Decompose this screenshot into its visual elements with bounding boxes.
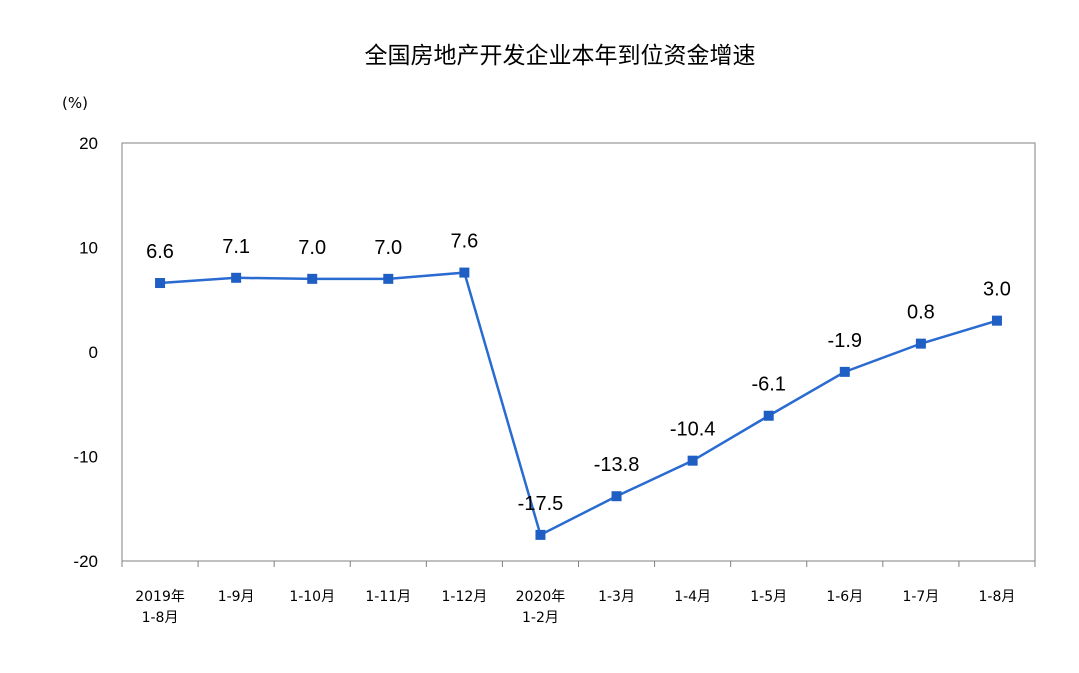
y-tick-label: 0 (89, 343, 98, 362)
x-axis-ticks (121, 561, 1036, 567)
x-axis-tick-labels: 2019年 1-8月 1-9月 1-10月 1-11月 1-12月 2020年 1-2月 1-3… (135, 589, 1015, 626)
x-tick-label-line: 1-10月 (289, 589, 335, 605)
y-tick-label: 10 (79, 239, 98, 258)
data-point-marker (611, 491, 622, 502)
x-tick-label: 1-10月 (289, 589, 335, 605)
x-tick-label-line: 1-2月 (522, 610, 559, 626)
data-label: 7.6 (450, 231, 478, 253)
data-point-marker (687, 455, 698, 466)
data-label: 6.6 (146, 241, 174, 263)
x-tick-label-line: 1-5月 (750, 589, 787, 605)
x-tick-label-line: 1-8月 (142, 610, 179, 626)
x-tick-label-line: 1-12月 (441, 589, 487, 605)
x-tick-label: 2019年 1-8月 (135, 589, 185, 626)
x-tick-label-line: 2019年 (135, 589, 185, 605)
data-point-marker (307, 273, 318, 284)
x-tick-label-line: 1-9月 (218, 589, 255, 605)
y-tick-label: -10 (73, 448, 98, 467)
data-point-marker (383, 273, 394, 284)
x-tick-label: 1-12月 (441, 589, 487, 605)
data-point-marker (231, 272, 242, 283)
x-tick-label: 1-8月 (979, 589, 1016, 605)
y-tick-label: 20 (79, 134, 98, 153)
data-point-marker (839, 366, 850, 377)
y-axis-tick-labels: 20 10 0 -10 -20 (73, 134, 98, 571)
x-tick-label: 2020年 1-2月 (516, 589, 566, 626)
x-tick-label: 1-3月 (598, 589, 635, 605)
x-tick-label: 1-11月 (365, 589, 411, 605)
series-line (159, 271, 998, 537)
data-label: -10.4 (670, 419, 716, 441)
x-tick-label-line: 1-4月 (674, 589, 711, 605)
x-tick-label: 1-6月 (826, 589, 863, 605)
data-label: 7.1 (222, 236, 250, 258)
y-tick-label: -20 (73, 552, 98, 571)
data-label: -17.5 (518, 493, 564, 515)
data-point-marker (763, 410, 774, 421)
data-label: 7.0 (298, 237, 326, 259)
data-point-marker (459, 267, 470, 278)
x-tick-label-line: 1-6月 (826, 589, 863, 605)
data-label: 0.8 (907, 302, 935, 324)
data-label: -1.9 (828, 330, 862, 352)
data-point-marker (991, 315, 1002, 326)
x-tick-label-line: 2020年 (516, 589, 566, 605)
data-point-marker (915, 338, 926, 349)
data-labels: 6.6 7.1 7.0 7.0 7.6 -17.5 -13.8 -10.4 -6.1 -1.9 0.… (146, 231, 1011, 515)
x-tick-label: 1-9月 (218, 589, 255, 605)
x-tick-label: 1-4月 (674, 589, 711, 605)
x-tick-label-line: 1-11月 (365, 589, 411, 605)
data-label: 7.0 (374, 237, 402, 259)
y-axis-unit: (%) (62, 94, 88, 112)
data-label: -6.1 (751, 374, 785, 396)
x-tick-label: 1-7月 (902, 589, 939, 605)
data-markers (155, 267, 1002, 540)
data-point-marker (155, 278, 166, 289)
data-label: -13.8 (594, 454, 640, 476)
data-point-marker (535, 529, 546, 540)
x-tick-label-line: 1-3月 (598, 589, 635, 605)
x-tick-label-line: 1-8月 (979, 589, 1016, 605)
x-tick-label-line: 1-7月 (902, 589, 939, 605)
x-tick-label: 1-5月 (750, 589, 787, 605)
chart-title: 全国房地产开发企业本年到位资金增速 (365, 43, 756, 69)
data-label: 3.0 (983, 279, 1011, 301)
